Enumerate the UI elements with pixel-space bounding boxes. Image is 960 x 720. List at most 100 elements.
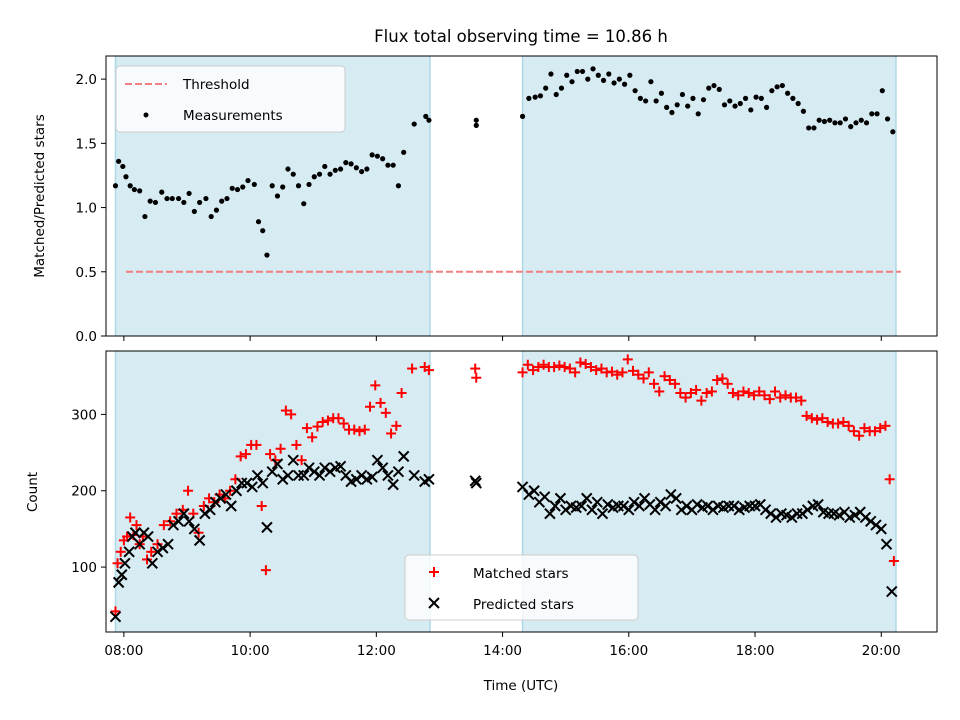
x-tick-label: 08:00	[104, 643, 143, 659]
measurement-point	[716, 86, 722, 92]
y-tick-label: 0.5	[76, 265, 97, 281]
measurement-point	[152, 199, 159, 206]
matched-stars-point	[142, 554, 153, 565]
predicted-stars-point	[701, 500, 714, 512]
measurement-point	[269, 183, 275, 189]
measurement-point	[790, 95, 796, 101]
predicted-stars-point	[408, 469, 420, 482]
threshold-legend-label: Threshold	[182, 77, 250, 93]
predicted-stars-point	[654, 496, 667, 508]
predicted-stars-point	[188, 523, 201, 535]
measurement-point	[706, 85, 712, 91]
measurement-point	[311, 174, 317, 180]
measurement-point	[800, 108, 807, 114]
measurement-point	[374, 153, 380, 159]
measurement-point	[532, 94, 538, 100]
predicted-legend-swatch	[428, 597, 440, 609]
measurement-point	[191, 208, 197, 215]
measurement-point	[142, 213, 148, 220]
matched-stars-point	[301, 423, 312, 434]
x-tick-label: 20:00	[862, 643, 901, 659]
predicted-stars-point	[355, 469, 368, 482]
predicted-stars-point	[366, 471, 378, 483]
measurement-point	[664, 104, 670, 110]
measurement-point	[229, 185, 235, 191]
measurement-point	[337, 166, 344, 172]
matched-stars-point	[691, 384, 702, 395]
predicted-stars-point	[759, 504, 772, 516]
predicted-stars-point	[209, 496, 222, 508]
matched-stars-point	[570, 367, 581, 378]
measurement-point	[842, 116, 849, 122]
measurement-point	[359, 168, 365, 175]
measurement-point	[863, 120, 870, 126]
measurement-point	[690, 95, 696, 101]
matched-stars-point	[659, 371, 670, 382]
matched-stars-point	[743, 387, 754, 398]
matched-stars-point	[307, 432, 318, 443]
y-tick-label: 200	[71, 484, 97, 500]
predicted-stars-point	[214, 492, 227, 505]
predicted-stars-point	[859, 511, 872, 524]
measurement-point	[380, 156, 386, 162]
predicted-stars-point	[167, 519, 180, 531]
measurement-point	[869, 111, 875, 117]
measurement-point	[811, 125, 817, 131]
predicted-stars-point	[257, 477, 269, 489]
matched-stars-point	[628, 365, 639, 376]
predicted-stars-point	[116, 569, 128, 581]
measurement-point	[327, 171, 333, 177]
chart-title: Flux total observing time = 10.86 h	[374, 27, 668, 46]
measurement-point	[606, 71, 612, 77]
predicted-stars-point	[586, 504, 598, 516]
measurement-point	[164, 195, 170, 202]
matched-stars-point	[338, 418, 349, 429]
predicted-stars-point	[528, 485, 540, 497]
matched-stars-point	[533, 362, 544, 373]
matched-stars-point	[380, 407, 391, 418]
matched-stars-point	[643, 367, 654, 378]
x-axis-label: Time (UTC)	[483, 678, 559, 694]
measurement-point	[674, 102, 680, 108]
measurement-point	[679, 91, 686, 98]
predicted-stars-point	[282, 469, 294, 482]
matched-stars-point	[675, 387, 686, 398]
measurements-legend-swatch	[143, 112, 149, 118]
predicted-stars-point	[865, 515, 877, 527]
measurement-point	[169, 195, 175, 202]
matched-stars-point	[370, 380, 381, 391]
measurement-point	[669, 109, 675, 116]
matched-stars-point	[791, 392, 802, 403]
measurement-point	[332, 167, 338, 173]
matched-stars-point	[869, 426, 880, 437]
measurement-point	[574, 68, 580, 75]
measurement-point	[274, 193, 281, 199]
matched-stars-point	[146, 546, 157, 557]
measurement-point	[821, 118, 828, 125]
predicted-stars-point	[397, 450, 410, 463]
predicted-stars-point	[886, 585, 898, 598]
predicted-stars-point	[334, 460, 347, 473]
matched-stars-point	[801, 410, 812, 421]
predicted-stars-point	[633, 500, 646, 512]
count-panel: 08:00 10:00 12:00 14:00 16:00 18:00 20:00 100 2…	[25, 350, 938, 694]
measurement-point	[473, 117, 479, 123]
matched-stars-point	[664, 375, 675, 386]
predicted-stars-point	[298, 469, 310, 482]
predicted-stars-point	[812, 498, 824, 511]
measurement-point	[306, 181, 312, 188]
matched-stars-point	[764, 394, 775, 405]
measurements-legend-label: Measurements	[183, 108, 283, 124]
x-tick-label: 10:00	[231, 643, 270, 659]
measurement-point	[816, 117, 822, 123]
measurement-point	[742, 95, 749, 101]
matched-stars-point	[396, 387, 407, 398]
y-tick-label: 2.0	[76, 72, 97, 88]
measurement-point	[343, 160, 349, 166]
predicted-stars-point	[313, 469, 326, 482]
matched-stars-point	[365, 401, 376, 412]
matched-stars-point	[471, 372, 482, 383]
y-tick-label: 100	[71, 560, 97, 576]
matched-stars-point	[780, 390, 791, 401]
measurement-point	[569, 79, 575, 85]
